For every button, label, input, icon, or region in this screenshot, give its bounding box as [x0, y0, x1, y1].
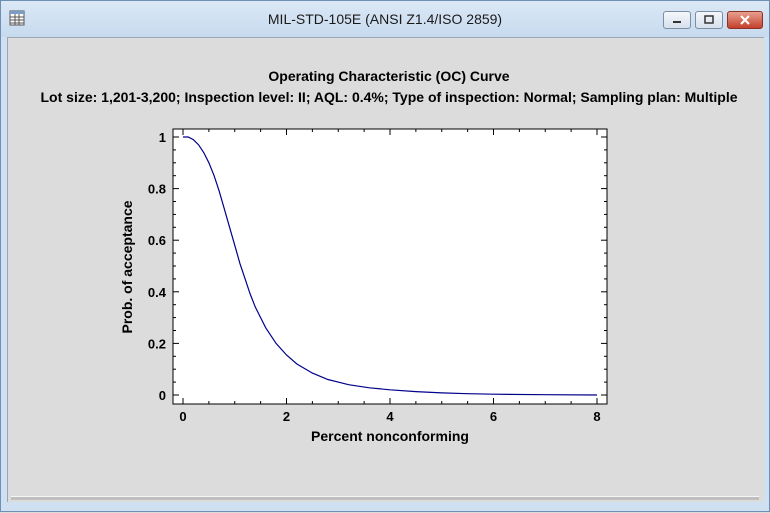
table-icon[interactable]: [9, 10, 25, 26]
y-axis-label: Prob. of acceptance: [119, 200, 135, 333]
maximize-button[interactable]: [695, 11, 723, 29]
scrollbar-track[interactable]: [11, 496, 759, 500]
y-tick-label: 0.4: [148, 285, 167, 300]
minimize-button[interactable]: [663, 11, 691, 29]
close-icon: [740, 15, 750, 25]
chart-subtitle: Lot size: 1,201-3,200; Inspection level:…: [40, 89, 738, 105]
plot-area: [172, 128, 608, 405]
title-bar[interactable]: MIL-STD-105E (ANSI Z1.4/ISO 2859): [1, 1, 769, 37]
x-tick-label: 8: [593, 409, 600, 424]
window-title: MIL-STD-105E (ANSI Z1.4/ISO 2859): [267, 11, 503, 27]
y-tick-label: 1: [159, 130, 166, 145]
x-axis-label: Percent nonconforming: [311, 428, 469, 444]
chart-title: Operating Characteristic (OC) Curve: [268, 68, 510, 84]
minimize-icon: [673, 21, 681, 23]
y-tick-label: 0.8: [148, 182, 166, 197]
x-tick-label: 0: [179, 409, 186, 424]
oc-curve-line: [183, 136, 598, 396]
maximize-icon: [704, 15, 714, 24]
x-tick-label: 4: [386, 409, 394, 424]
close-button[interactable]: [727, 11, 763, 29]
x-tick-label: 2: [283, 409, 290, 424]
y-tick-label: 0.6: [148, 233, 166, 248]
x-tick-label: 6: [490, 409, 497, 424]
y-tick-label: 0.2: [148, 336, 166, 351]
y-tick-label: 0: [159, 388, 166, 403]
